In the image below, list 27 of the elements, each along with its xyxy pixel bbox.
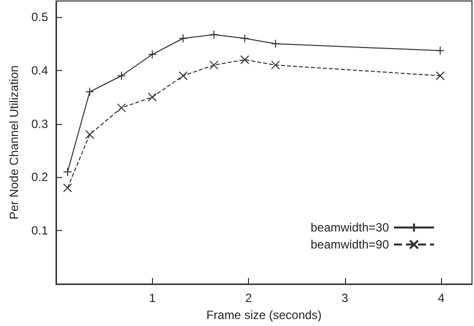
y-tick-label: 0.2 — [31, 170, 48, 184]
y-axis-title: Per Node Channel Utilization — [7, 65, 21, 220]
y-tick-label: 0.4 — [31, 63, 48, 78]
point — [116, 71, 126, 80]
point — [148, 92, 157, 102]
point — [436, 46, 445, 56]
x-tick-label: 4 — [438, 291, 445, 305]
point — [209, 60, 218, 70]
point — [436, 71, 445, 80]
point — [178, 71, 188, 80]
y-tick-label: 0.3 — [31, 116, 48, 131]
point — [148, 50, 157, 59]
point — [85, 130, 94, 139]
point — [271, 60, 280, 70]
point — [85, 87, 94, 96]
x-axis-title: Frame size (seconds) — [206, 308, 322, 322]
x-tick-label: 3 — [342, 291, 349, 305]
point — [116, 103, 126, 112]
x-tick-label: 2 — [245, 291, 252, 305]
legend-label: beamwidth=30 — [310, 220, 390, 234]
point — [63, 167, 72, 176]
point — [63, 183, 72, 192]
x-tick-label: 1 — [148, 291, 156, 305]
y-tick-label: 0.5 — [31, 10, 48, 24]
legend-label: beamwidth=90 — [310, 238, 390, 252]
point — [240, 55, 250, 64]
y-tick-label: 0.1 — [31, 224, 48, 238]
